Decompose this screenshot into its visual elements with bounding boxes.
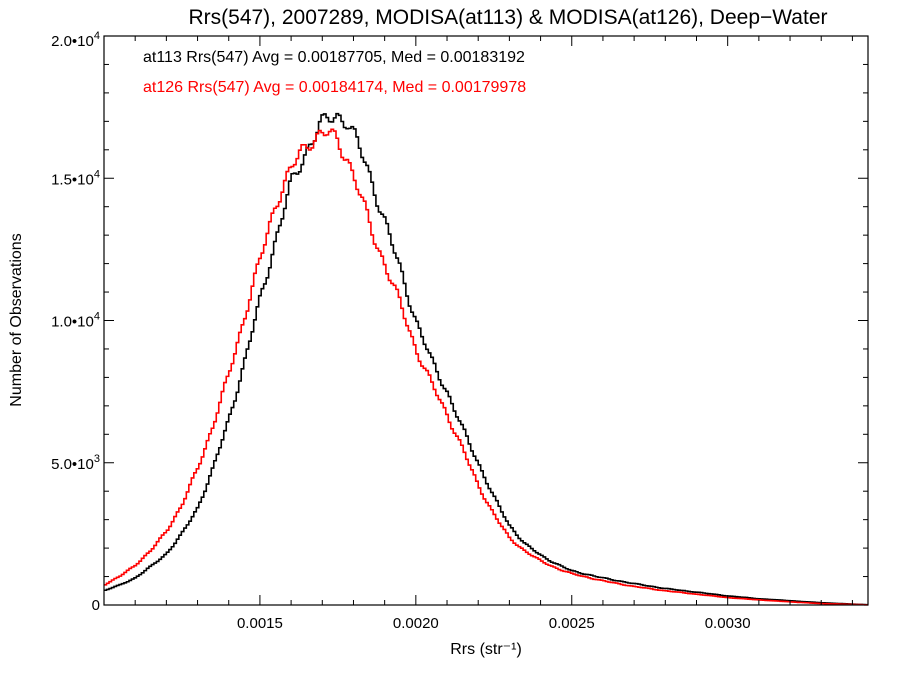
y-tick-mantissa: 2.0•10 — [51, 33, 94, 50]
chart-title: Rrs(547), 2007289, MODISA(at113) & MODIS… — [188, 6, 827, 29]
y-tick-exponent: 4 — [94, 30, 100, 42]
y-tick-label: 5.0•103 — [51, 453, 100, 473]
y-tick-label: 1.0•104 — [51, 311, 100, 331]
y-tick-mantissa: 5.0•10 — [51, 456, 94, 473]
x-tick-label: 0.0030 — [705, 615, 751, 632]
x-axis-label: Rrs (str⁻¹) — [450, 641, 522, 658]
x-tick-label: 0.0015 — [237, 615, 283, 632]
annotation-at126: at126 Rrs(547) Avg = 0.00184174, Med = 0… — [143, 79, 526, 96]
series-at126-line — [104, 128, 869, 606]
ticks-layer: 0.0015 0.0020 0.0025 0.003005.0•1031.0•1041… — [51, 30, 868, 632]
y-tick-mantissa: 1.0•10 — [51, 314, 94, 331]
x-tick-label: 0.0020 — [393, 615, 439, 632]
annotation-at113: at113 Rrs(547) Avg = 0.00187705, Med = 0… — [143, 49, 525, 66]
plot-frame — [103, 35, 869, 606]
y-tick-label: 1.5•104 — [51, 168, 100, 188]
series-at113-line — [104, 112, 869, 606]
y-tick-exponent: 4 — [94, 168, 100, 180]
x-tick-label: 0.0025 — [549, 615, 595, 632]
y-axis-label: Number of Observations — [8, 233, 25, 406]
series-layer — [104, 112, 869, 606]
y-tick-label: 2.0•104 — [51, 30, 100, 50]
y-tick-exponent: 4 — [94, 311, 100, 323]
y-tick-label: 0 — [92, 597, 100, 614]
y-tick-exponent: 3 — [94, 453, 100, 465]
y-tick-mantissa: 1.5•10 — [51, 171, 94, 188]
